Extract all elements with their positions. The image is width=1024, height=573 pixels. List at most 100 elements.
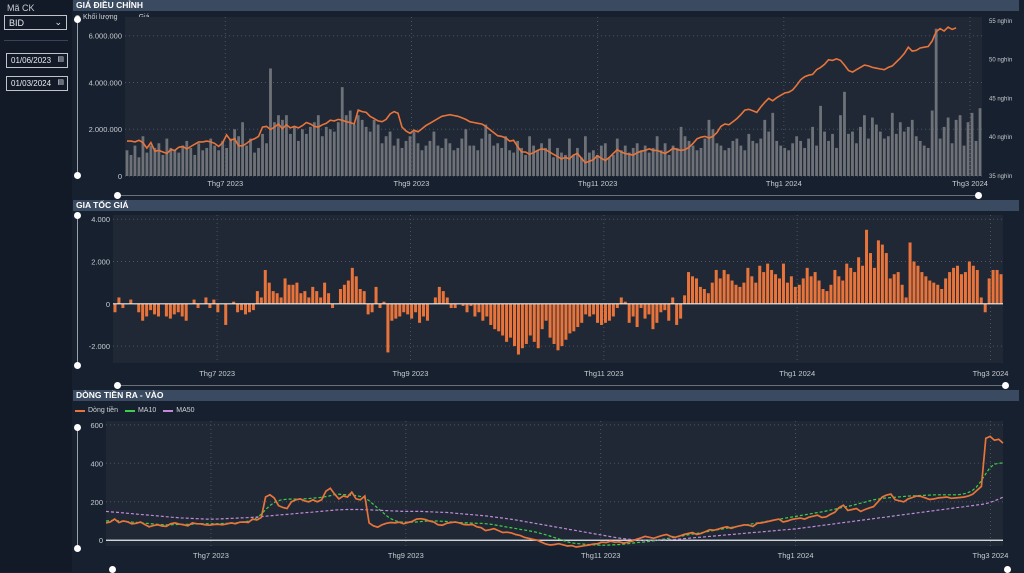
acceleration-bar (821, 289, 825, 304)
acceleration-bar (924, 276, 928, 304)
volume-bar (663, 143, 667, 176)
acceleration-bar (825, 291, 829, 304)
money-flow-panel: DÒNG TIỀN RA - VÀO Dòng tiền MA10 MA50 (73, 390, 1019, 572)
volume-bar (743, 150, 747, 176)
acceleration-bar (358, 289, 362, 304)
volume-bar (651, 147, 655, 176)
volume-bar (388, 131, 392, 176)
calendar-icon: ▤ (57, 79, 64, 86)
acceleration-bar (145, 303, 149, 317)
volume-bar (703, 138, 707, 176)
volume-bar (747, 133, 751, 176)
volume-bar (205, 147, 209, 176)
ticker-select[interactable]: BID ⌄ (4, 15, 67, 30)
volume-bar (444, 138, 448, 176)
acceleration-bar (643, 303, 647, 319)
x-tick-label: Thg9 2023 (394, 179, 430, 188)
y-left-tick-label: 4.000.000 (89, 78, 122, 87)
volume-bar (572, 154, 575, 176)
volume-bar (149, 145, 153, 176)
y-tick-label: 400 (90, 459, 103, 468)
acceleration-range-slider-top-handle[interactable] (74, 212, 81, 219)
volume-bar (711, 129, 715, 176)
acceleration-bar (236, 303, 240, 313)
x-tick-label: Thg1 2024 (778, 551, 814, 560)
volume-bar (316, 115, 320, 176)
flow-range-slider-bottom-handle[interactable] (74, 545, 81, 552)
acceleration-bar (999, 274, 1003, 304)
acceleration-bar (370, 303, 374, 313)
acceleration-bar (940, 289, 944, 304)
time-range-slider-left-handle[interactable] (114, 192, 121, 199)
volume-bar (293, 126, 296, 176)
acceleration-bar (505, 303, 509, 342)
acceleration-bar (837, 276, 841, 304)
acceleration-bar (742, 282, 746, 304)
volume-bar (795, 136, 799, 176)
volume-bar (627, 152, 631, 176)
acceleration-bar (896, 272, 900, 304)
volume-bar (300, 129, 304, 176)
acceleration-bar (532, 303, 536, 342)
acceleration-bar (813, 272, 817, 304)
acceleration-bar (113, 303, 117, 313)
acceleration-bar (485, 303, 489, 317)
volume-bar (914, 136, 918, 176)
volume-bar (787, 150, 791, 176)
volume-bar (855, 143, 858, 176)
acceleration-bar (414, 303, 418, 313)
volume-bar (560, 152, 563, 176)
panel-title: GIÁ ĐIỀU CHỈNH (73, 0, 1019, 11)
time-range-slider-right-handle[interactable] (975, 192, 982, 199)
date-to-input[interactable]: 01/03/2024 ▤ (6, 76, 68, 91)
volume-bar (476, 150, 480, 176)
date-to-value: 01/03/2024 (11, 79, 52, 88)
acceleration-bar (528, 303, 532, 336)
volume-bar (452, 150, 456, 176)
panel-title: DÒNG TIỀN RA - VÀO (73, 390, 1019, 401)
volume-range-slider-top-handle[interactable] (74, 16, 81, 23)
volume-bar (611, 154, 615, 176)
x-tick-label: Thg11 2023 (581, 551, 620, 560)
acceleration-bar (263, 269, 267, 304)
volume-bar (237, 136, 240, 176)
acceleration-bar (275, 293, 279, 304)
volume-bar (659, 150, 663, 176)
volume-bar (468, 145, 472, 176)
volume-bar (882, 138, 886, 176)
acceleration-bar (679, 303, 683, 319)
acceleration-bar (936, 284, 940, 304)
volume-bar (803, 147, 807, 176)
date-from-input[interactable]: 01/06/2023 ▤ (6, 53, 68, 68)
volume-bar (296, 140, 300, 176)
volume-bar (504, 136, 508, 176)
volume-bar (894, 133, 898, 176)
acceleration-bar (758, 265, 762, 304)
volume-bar (556, 147, 559, 176)
volume-bar (564, 154, 567, 176)
volume-bar (428, 140, 432, 176)
volume-bar (320, 136, 324, 176)
acceleration-range-slider-bottom-handle[interactable] (74, 362, 81, 369)
volume-bar (332, 131, 336, 176)
acceleration-bar (129, 299, 133, 304)
flow-time-slider-right-handle[interactable] (1004, 566, 1011, 573)
acceleration-bar (580, 303, 584, 323)
y-left-tick-label: 0 (118, 172, 122, 181)
y-right-tick-label: 55 nghìn (989, 19, 1012, 25)
volume-bar (639, 150, 643, 176)
volume-range-slider-bottom-handle[interactable] (74, 172, 81, 179)
flow-time-slider-left-handle[interactable] (109, 566, 116, 573)
acceleration-time-slider-left-handle[interactable] (114, 382, 121, 389)
flow-range-slider-top-handle[interactable] (74, 424, 81, 431)
x-tick-label: Thg3 2024 (973, 369, 1009, 378)
acceleration-bar (117, 297, 121, 304)
volume-bar (707, 119, 711, 176)
acceleration-bar (592, 303, 596, 315)
volume-bar (496, 143, 500, 176)
volume-bar (934, 28, 938, 176)
acceleration-bar (548, 303, 552, 338)
acceleration-bar (995, 269, 999, 304)
acceleration-time-slider-right-handle[interactable] (1002, 382, 1009, 389)
acceleration-bar (979, 297, 983, 304)
